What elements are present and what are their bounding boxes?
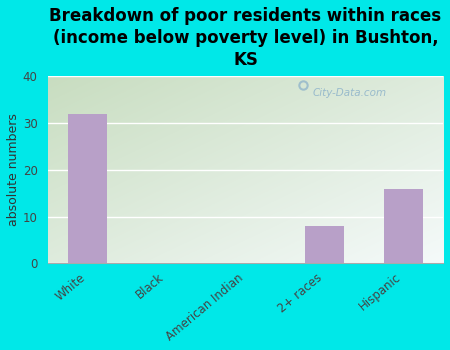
Y-axis label: absolute numbers: absolute numbers bbox=[7, 113, 20, 226]
Title: Breakdown of poor residents within races
(income below poverty level) in Bushton: Breakdown of poor residents within races… bbox=[50, 7, 441, 69]
Bar bbox=[68, 114, 107, 264]
Bar bbox=[384, 189, 423, 264]
Bar bbox=[305, 226, 344, 264]
Text: City-Data.com: City-Data.com bbox=[313, 88, 387, 98]
